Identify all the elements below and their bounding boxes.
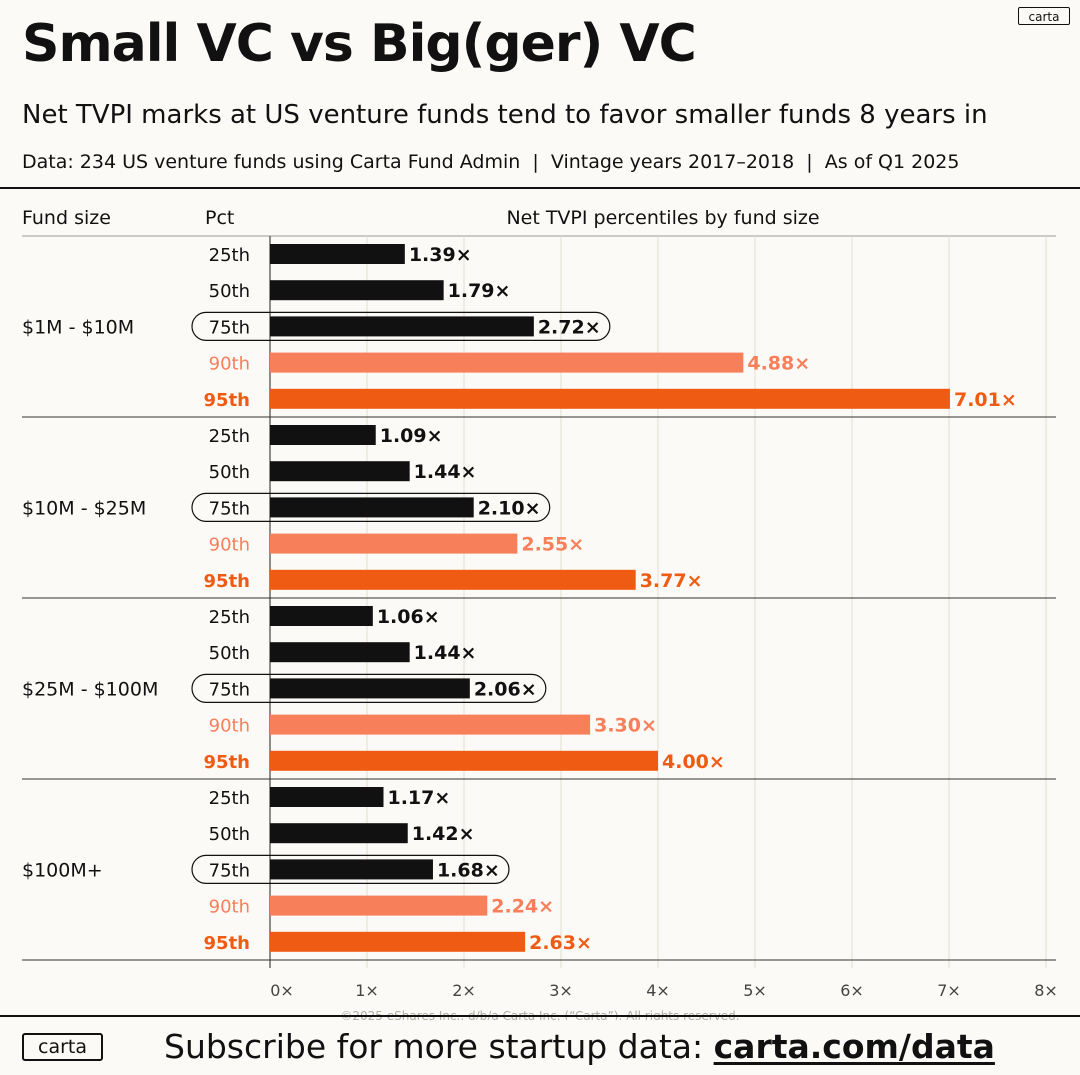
bar [270, 895, 488, 916]
bar [270, 678, 470, 699]
bar [270, 280, 444, 301]
percentile-label: 25th [209, 788, 250, 809]
bar [270, 461, 410, 482]
bar [270, 425, 376, 445]
value-label: 1.06× [377, 606, 440, 628]
bar [270, 859, 433, 880]
value-label: 2.24× [491, 896, 554, 918]
x-tick-label: 8× [1034, 981, 1058, 1000]
value-label: 1.17× [387, 787, 450, 809]
percentile-label: 50th [209, 643, 250, 664]
percentile-label: 50th [209, 462, 250, 483]
percentile-label: 90th [209, 354, 250, 375]
bar [270, 787, 384, 807]
value-label: 3.77× [640, 570, 703, 592]
carta-logo-footer: carta [22, 1033, 103, 1061]
x-tick-label: 3× [549, 981, 573, 1000]
copyright-text: ©2025 eShares Inc., d/b/a Carta Inc. (“C… [340, 1009, 739, 1020]
fund-size-label: $1M - $10M [22, 317, 134, 339]
fund-size-label: $100M+ [22, 860, 103, 882]
value-label: 1.42× [412, 823, 475, 845]
value-label: 2.06× [474, 678, 537, 700]
value-label: 4.00× [662, 751, 725, 773]
bar [270, 244, 405, 264]
bar [270, 931, 526, 952]
highlight-75th-pill [191, 673, 547, 703]
value-label: 2.72× [538, 316, 601, 338]
percentile-label: 50th [209, 281, 250, 302]
value-label: 1.44× [414, 642, 477, 664]
bar [270, 497, 474, 518]
percentile-label: 90th [209, 897, 250, 918]
value-label: 1.68× [437, 859, 500, 881]
value-label: 1.44× [414, 461, 477, 483]
footer-text: Subscribe for more startup data: [164, 1027, 714, 1066]
header-divider [0, 187, 1080, 189]
highlight-75th-pill [191, 854, 510, 885]
percentile-label: 95th [204, 933, 250, 954]
highlight-75th-pill [191, 492, 551, 522]
value-label: 4.88× [747, 353, 810, 375]
bar [270, 388, 950, 409]
bar [270, 533, 518, 554]
percentile-label: 90th [209, 535, 250, 556]
page-subtitle: Net TVPI marks at US venture funds tend … [22, 100, 988, 130]
percentile-label: 75th [209, 498, 250, 519]
data-source-note: Data: 234 US venture funds using Carta F… [22, 151, 960, 173]
page-title: Small VC vs Big(ger) VC [22, 14, 697, 74]
value-label: 1.79× [448, 280, 511, 302]
bar [270, 642, 410, 663]
fund-size-label: $25M - $100M [22, 679, 158, 701]
value-label: 2.10× [478, 497, 541, 519]
percentile-label: 95th [204, 571, 250, 592]
fund-size-label: $10M - $25M [22, 498, 146, 520]
value-label: 2.55× [521, 534, 584, 556]
percentile-label: 75th [209, 860, 250, 881]
percentile-label: 75th [209, 679, 250, 700]
x-tick-label: 7× [937, 981, 961, 1000]
percentile-label: 50th [209, 824, 250, 845]
highlight-75th-pill [191, 311, 611, 342]
x-tick-label: 0× [270, 981, 294, 1000]
bar [270, 352, 744, 373]
chart-title: Net TVPI percentiles by fund size [506, 207, 819, 229]
x-tick-label: 5× [743, 981, 767, 1000]
percentile-label: 75th [209, 317, 250, 338]
x-tick-label: 1× [355, 981, 379, 1000]
header-fund-size: Fund size [22, 207, 111, 229]
bar [270, 750, 658, 771]
footer-link[interactable]: carta.com/data [713, 1027, 995, 1066]
percentile-label: 95th [204, 752, 250, 773]
bar [270, 569, 636, 590]
footer-cta: Subscribe for more startup data: carta.c… [164, 1027, 995, 1066]
carta-logo-top: carta [1018, 7, 1070, 25]
x-tick-label: 2× [452, 981, 476, 1000]
bar [270, 316, 534, 337]
tvpi-bar-chart: Fund size Pct Net TVPI percentiles by fund… [22, 207, 1058, 1020]
percentile-label: 25th [209, 607, 250, 628]
x-tick-label: 4× [646, 981, 670, 1000]
percentile-label: 90th [209, 716, 250, 737]
value-label: 1.09× [380, 425, 443, 447]
percentile-label: 25th [209, 245, 250, 266]
value-label: 1.39× [409, 244, 472, 266]
value-label: 2.63× [529, 932, 592, 954]
bar [270, 606, 373, 626]
value-label: 3.30× [594, 715, 657, 737]
bar [270, 714, 591, 735]
x-tick-label: 6× [840, 981, 864, 1000]
percentile-label: 95th [204, 390, 250, 411]
bar [270, 823, 408, 844]
value-label: 7.01× [954, 389, 1017, 411]
header-pct: Pct [205, 207, 234, 229]
percentile-label: 25th [209, 426, 250, 447]
footer-divider [0, 1015, 1080, 1017]
